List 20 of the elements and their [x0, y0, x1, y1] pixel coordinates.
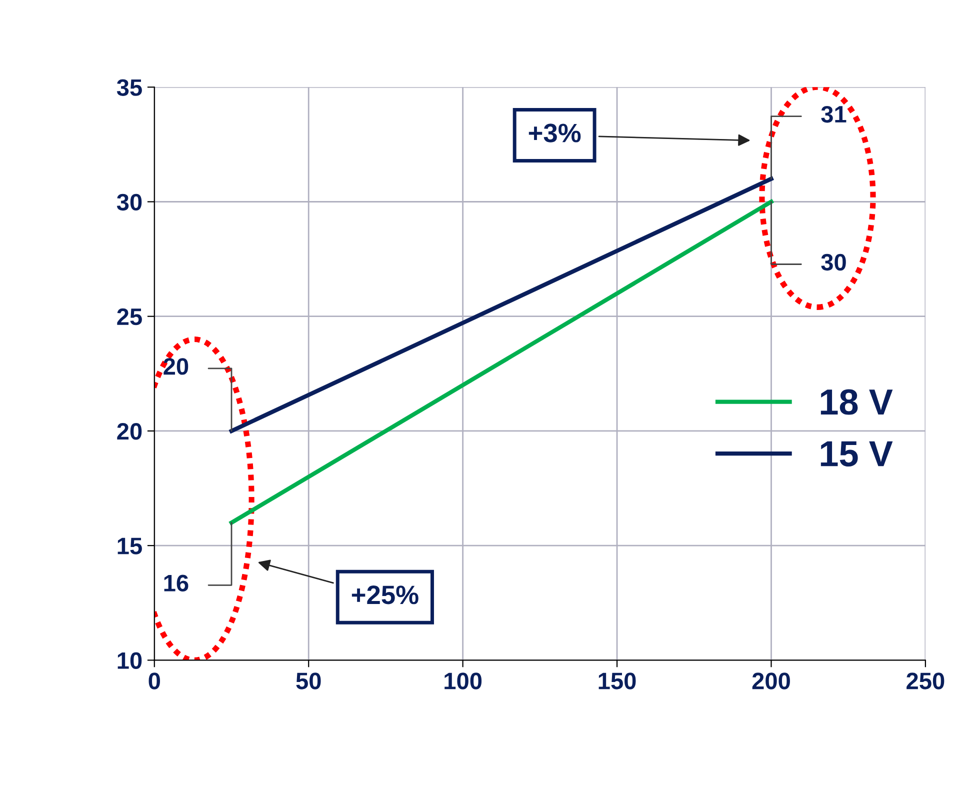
x-tick-label: 0: [148, 672, 160, 690]
x-tick-label: 50: [296, 672, 321, 690]
y-tick-label: 15: [118, 538, 142, 554]
y-tick-label: 30: [116, 194, 142, 211]
legend-label: 18 V: [820, 389, 893, 415]
x-tick-label: 150: [598, 672, 636, 690]
data-label: 16: [164, 574, 188, 592]
y-tick-label: 25: [117, 308, 142, 326]
data-label: 20: [164, 358, 188, 375]
data-label: 30: [821, 254, 846, 271]
x-tick-label: 250: [906, 672, 944, 690]
x-tick-label: 200: [752, 672, 790, 690]
annotation: +25%: [352, 586, 418, 604]
y-tick-label: 35: [116, 79, 142, 96]
y-tick-label: 10: [118, 652, 142, 669]
data-label: 31: [821, 106, 846, 123]
annotation: +3%: [528, 124, 581, 142]
legend-label: 15 V: [820, 441, 893, 467]
y-tick-label: 20: [117, 423, 142, 440]
x-tick-label: 100: [444, 672, 482, 690]
